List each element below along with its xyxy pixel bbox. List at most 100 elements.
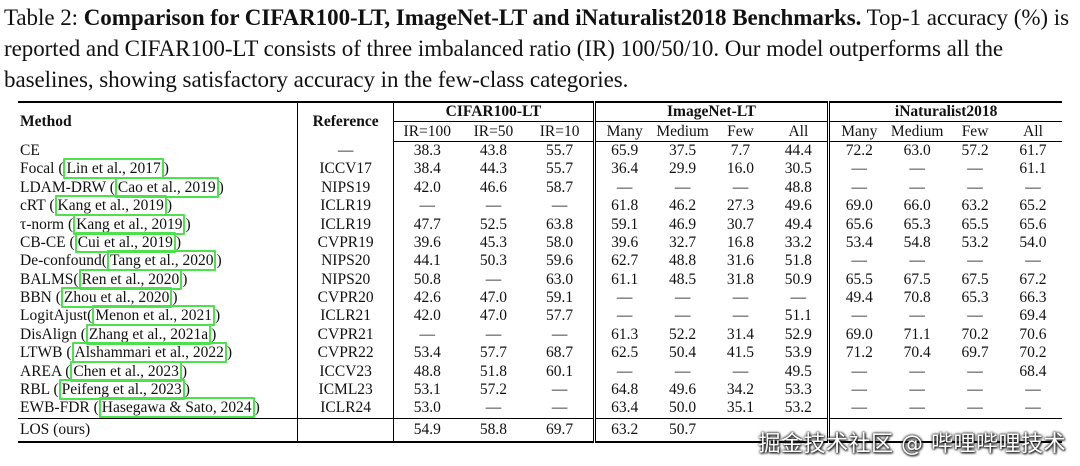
citation-link[interactable]: Peifeng et al., 2023 — [58, 379, 185, 401]
citation-link[interactable]: Zhou et al., 2020 — [60, 287, 173, 309]
citation-link[interactable]: Lin et al., 2017 — [63, 158, 164, 180]
citation-link[interactable]: Kang et al., 2019 — [54, 195, 167, 217]
value-cell: 50.0 — [669, 399, 697, 417]
method-cell: Focal (Lin et al., 2017) — [18, 158, 298, 180]
value-cell: — — [827, 307, 889, 326]
value-cell: 71.2 — [827, 344, 889, 363]
value-cell: — — [1025, 252, 1041, 270]
paren: ( — [87, 307, 93, 325]
table-row: RBL (Peifeng et al., 2023) ICML23 53.1 57.2… — [18, 379, 1062, 401]
value-cell: 52.5 — [479, 215, 507, 233]
method-cell: CE — [18, 141, 298, 160]
citation-link[interactable]: Cui et al., 2019 — [74, 231, 176, 253]
caption-title: Comparison for CIFAR100-LT, ImageNet-LT … — [83, 5, 862, 30]
citation-link[interactable]: Tang et al., 2020 — [106, 250, 217, 272]
table-row: CE —38.3 43.8 55.7 65.9 37.5 7.7 44.4 72.2 63.0 57… — [18, 141, 1062, 161]
value-cell: 71.1 — [903, 325, 931, 343]
value-cell: — — [592, 307, 654, 326]
value-cell: 65.3 — [961, 289, 989, 307]
value-cell: 51.8 — [784, 252, 812, 270]
value-cell: — — [485, 399, 502, 417]
method-name: Focal — [20, 160, 59, 178]
method-name: CE — [20, 141, 40, 159]
value-cell: 50.4 — [669, 344, 697, 362]
value-cell: 31.6 — [726, 252, 755, 270]
method-name: LDAM-DRW — [20, 178, 110, 196]
citation-link[interactable]: Chen et al., 2023 — [70, 360, 182, 382]
value-cell: 50.8 — [393, 270, 461, 289]
paren: ) — [254, 399, 260, 417]
value-cell: 67.2 — [1019, 270, 1047, 288]
citation-link[interactable]: Hasegawa & Sato, 2024 — [98, 397, 255, 419]
citation-link[interactable]: Kang et al., 2019 — [73, 213, 186, 235]
value-cell: — — [551, 197, 568, 215]
value-cell: 31.4 — [726, 325, 755, 343]
value-cell: 58.7 — [546, 178, 574, 196]
value-cell: 51.8 — [479, 362, 507, 380]
method-cell: BBN (Zhou et al., 2020) — [18, 287, 298, 309]
value-cell — [711, 417, 770, 443]
value-cell: 59.1 — [592, 215, 654, 234]
value-cell: — — [909, 307, 925, 325]
citation-link[interactable]: Alshammari et al., 2022 — [71, 342, 227, 364]
value-cell: — — [485, 197, 502, 215]
citation-link[interactable]: Menon et al., 2021 — [92, 305, 216, 327]
value-cell: — — [732, 307, 749, 325]
citation-link[interactable]: Cao et al., 2019 — [114, 176, 219, 198]
subheader-cell: Medium — [888, 121, 947, 142]
method-name: cRT — [20, 197, 50, 215]
reference-cell — [297, 417, 394, 443]
citation-link[interactable]: Zhang et al., 2021a — [85, 323, 212, 345]
value-cell: — — [967, 381, 983, 399]
value-cell: 67.5 — [903, 270, 931, 288]
method-name: RBL — [20, 381, 54, 399]
method-cell: AREA (Chen et al., 2023) — [18, 360, 298, 382]
value-cell: — — [674, 178, 691, 196]
value-cell: 44.3 — [479, 160, 507, 178]
value-cell: 67.5 — [961, 270, 989, 288]
value-cell: 69.7 — [961, 344, 989, 362]
reference-cell: ICLR24 — [297, 399, 394, 419]
method-cell: EWB-FDR (Hasegawa & Sato, 2024) — [18, 397, 298, 419]
value-cell: 48.5 — [669, 270, 697, 288]
paren: ( — [49, 197, 55, 215]
citation-link[interactable]: Ren et al., 2020 — [78, 268, 183, 290]
value-cell: 53.3 — [784, 381, 812, 399]
value-cell: — — [827, 252, 889, 271]
value-cell — [827, 417, 889, 443]
value-cell: 70.2 — [1019, 344, 1047, 362]
value-cell: 30.5 — [784, 160, 812, 178]
value-cell: 63.0 — [546, 270, 574, 288]
value-cell: — — [967, 252, 983, 270]
method-cell: RBL (Peifeng et al., 2023) — [18, 379, 298, 401]
table-row: τ-norm (Kang et al., 2019) ICLR19 47.7 52.5… — [18, 213, 1062, 235]
value-cell: 27.3 — [726, 197, 755, 215]
subheader-cell: Few — [711, 121, 770, 142]
value-cell: 65.3 — [903, 215, 931, 233]
value-cell: 16.8 — [726, 233, 755, 251]
value-cell: — — [393, 325, 461, 345]
table-row: EWB-FDR (Hasegawa & Sato, 2024) ICLR24 53.… — [18, 397, 1062, 419]
value-cell: 32.7 — [669, 233, 697, 251]
value-cell: 69.4 — [1019, 307, 1047, 325]
method-name: CB-CE — [20, 233, 70, 251]
value-cell: 65.9 — [592, 141, 654, 161]
subheader-cell: IR=100 — [393, 121, 461, 142]
value-cell: 61.1 — [592, 270, 654, 289]
value-cell: 57.7 — [479, 344, 507, 362]
value-cell: 53.2 — [784, 399, 812, 417]
paren: ( — [93, 399, 99, 417]
value-cell: — — [967, 399, 983, 417]
value-cell: — — [551, 381, 568, 399]
reference-cell: ICLR19 — [297, 196, 394, 216]
value-cell: — — [909, 381, 925, 399]
reference-cell: NIPS20 — [297, 270, 394, 289]
paren: ( — [66, 344, 72, 362]
table-row: BALMS(Ren et al., 2020) NIPS20 50.8—63.0 61… — [18, 268, 1062, 290]
value-cell: 49.5 — [784, 362, 812, 380]
value-cell: 46.2 — [669, 197, 697, 215]
value-cell: 63.8 — [546, 215, 574, 233]
reference-cell: ICML23 — [297, 380, 394, 400]
method-name: EWB-FDR — [20, 399, 94, 417]
value-cell: — — [827, 160, 889, 179]
